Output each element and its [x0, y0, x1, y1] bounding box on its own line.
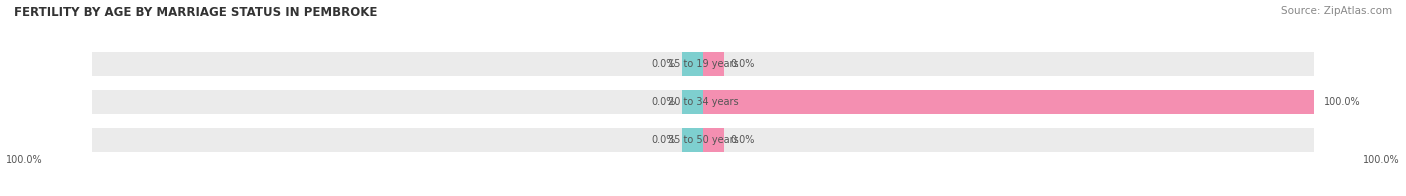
Text: 100.0%: 100.0% [1323, 97, 1360, 107]
Text: Source: ZipAtlas.com: Source: ZipAtlas.com [1281, 6, 1392, 16]
Text: 0.0%: 0.0% [651, 135, 675, 145]
Text: FERTILITY BY AGE BY MARRIAGE STATUS IN PEMBROKE: FERTILITY BY AGE BY MARRIAGE STATUS IN P… [14, 6, 377, 19]
Bar [682, 90, 703, 114]
Bar [703, 52, 724, 76]
Bar [91, 90, 1315, 114]
Text: 0.0%: 0.0% [731, 59, 755, 69]
Text: 0.0%: 0.0% [731, 135, 755, 145]
Text: 15 to 19 years: 15 to 19 years [668, 59, 738, 69]
Bar [682, 52, 703, 76]
Bar [91, 52, 1315, 76]
Text: 0.0%: 0.0% [651, 59, 675, 69]
Text: 100.0%: 100.0% [1364, 155, 1400, 165]
Text: 20 to 34 years: 20 to 34 years [668, 97, 738, 107]
Text: 100.0%: 100.0% [6, 155, 42, 165]
Bar [703, 128, 724, 152]
Text: 0.0%: 0.0% [651, 97, 675, 107]
Bar [682, 128, 703, 152]
Text: 35 to 50 years: 35 to 50 years [668, 135, 738, 145]
Bar [91, 128, 1315, 152]
Bar [703, 90, 1315, 114]
